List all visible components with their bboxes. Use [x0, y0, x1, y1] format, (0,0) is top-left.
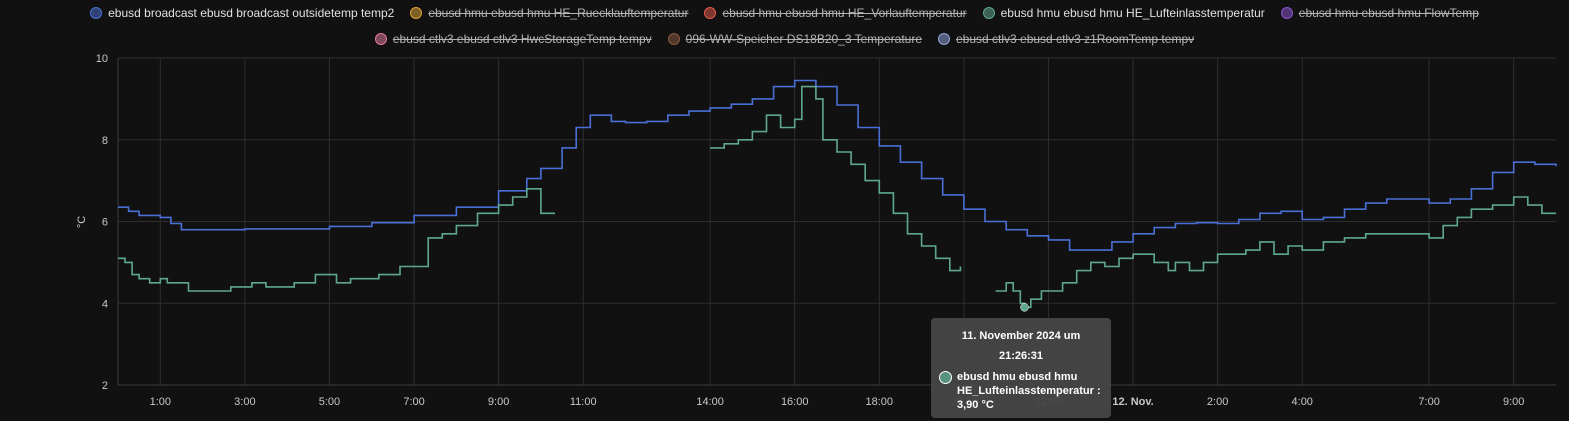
grid-lines	[117, 57, 1556, 386]
legend-item[interactable]: ebusd ctlv3 ebusd ctlv3 HwcStorageTemp t…	[374, 30, 652, 48]
tooltip-timestamp: 11. November 2024 um 21:26:31	[939, 326, 1103, 366]
legend-swatch-icon	[90, 7, 103, 19]
y-tick-label: 10	[96, 53, 108, 65]
x-tick-label: 7:00	[403, 396, 424, 408]
legend-label: ebusd hmu ebusd hmu FlowTemp	[1298, 6, 1479, 20]
legend-swatch-icon	[410, 7, 423, 19]
series-line	[710, 85, 962, 272]
series-line	[118, 188, 555, 292]
x-tick-label: 4:00	[1292, 396, 1313, 408]
legend-swatch-icon	[667, 33, 680, 45]
tooltip-series-name: ebusd hmu ebusd hmu	[957, 371, 1078, 383]
legend-swatch-icon	[982, 7, 995, 19]
tooltip-series-name-2: HE_Lufteinlasstemperatur :	[957, 385, 1101, 397]
series-line	[995, 196, 1556, 309]
x-axis-ticks: 1:00 3:00 5:00 7:00 9:00 11:00 14:00 16:00 18:00…	[150, 396, 1525, 408]
x-tick-label: 3:00	[234, 396, 255, 408]
x-tick-label: 16:00	[781, 396, 809, 408]
tooltip-value: 3,90 °C	[957, 399, 994, 411]
y-axis-label: °C	[76, 216, 88, 228]
tooltip-time: 21:26:31	[998, 350, 1044, 362]
legend-item[interactable]: ebusd hmu ebusd hmu HE_Vorlauftemperatur	[704, 4, 967, 22]
legend-label: ebusd broadcast ebusd broadcast outsidet…	[108, 6, 395, 20]
x-tick-label: 9:00	[488, 396, 509, 408]
legend-swatch-icon	[374, 33, 387, 45]
x-tick-label: 9:00	[1503, 396, 1524, 408]
y-tick-label: 2	[102, 380, 108, 392]
tooltip-date: 11. November 2024 um	[961, 330, 1081, 342]
x-tick-label: 12. Nov.	[1112, 396, 1153, 408]
legend-item[interactable]: ebusd ctlv3 ebusd ctlv3 z1RoomTemp tempv	[938, 30, 1194, 48]
y-tick-label: 6	[102, 217, 108, 229]
legend-item[interactable]: ebusd broadcast ebusd broadcast outsidet…	[90, 4, 394, 22]
chart-tooltip: 11. November 2024 um 21:26:31 ebusd hmu …	[931, 318, 1111, 418]
x-tick-label: 18:00	[866, 396, 894, 408]
legend-label: ebusd hmu ebusd hmu HE_Lufteinlasstemper…	[1000, 6, 1265, 20]
x-tick-label: 7:00	[1418, 396, 1439, 408]
highlight-marker	[1020, 303, 1029, 312]
legend-item[interactable]: ebusd hmu ebusd hmu FlowTemp	[1280, 4, 1479, 22]
legend-swatch-icon	[938, 33, 950, 45]
legend-swatch-icon	[704, 7, 717, 19]
x-tick-label: 11:00	[570, 396, 597, 408]
legend-item[interactable]: ebusd hmu ebusd hmu HE_Ruecklauftemperat…	[410, 4, 688, 22]
legend-label: ebusd ctlv3 ebusd ctlv3 z1RoomTemp tempv	[956, 32, 1195, 46]
legend-swatch-icon	[1280, 7, 1293, 19]
tooltip-series-dot-icon	[939, 371, 952, 384]
legend-label: ebusd hmu ebusd hmu HE_Vorlauftemperatur	[722, 6, 967, 20]
series-line	[118, 79, 1557, 251]
tooltip-series-row: ebusd hmu ebusd hmu HE_Lufteinlasstemper…	[939, 370, 1103, 412]
x-tick-label: 5:00	[319, 396, 340, 408]
y-tick-label: 4	[102, 298, 108, 310]
highlight-point	[1020, 303, 1029, 312]
y-axis-ticks: 2 4 6 8 10	[96, 53, 108, 392]
legend-label: ebusd hmu ebusd hmu HE_Ruecklauftemperat…	[428, 6, 689, 20]
series-lines	[118, 79, 1557, 309]
x-tick-label: 2:00	[1207, 396, 1228, 408]
tooltip-series-text: ebusd hmu ebusd hmu HE_Lufteinlasstemper…	[957, 370, 1101, 412]
chart-legend: ebusd broadcast ebusd broadcast outsidet…	[0, 4, 1569, 48]
x-tick-label: 14:00	[696, 396, 724, 408]
legend-item[interactable]: ebusd hmu ebusd hmu HE_Lufteinlasstemper…	[982, 4, 1265, 22]
legend-item[interactable]: 096-WW-Speicher DS18B20_3 Temperature	[667, 30, 922, 48]
legend-label: 096-WW-Speicher DS18B20_3 Temperature	[685, 32, 922, 46]
x-tick-label: 1:00	[150, 396, 171, 408]
legend-label: ebusd ctlv3 ebusd ctlv3 HwcStorageTemp t…	[392, 32, 652, 46]
y-tick-label: 8	[102, 135, 108, 147]
